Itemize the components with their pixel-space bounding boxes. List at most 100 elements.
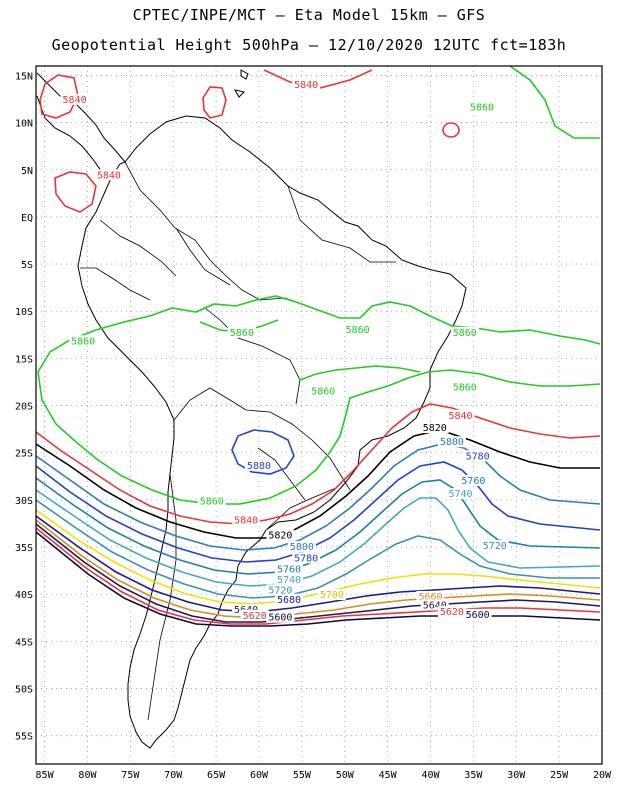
contour-label-5620: 5620 xyxy=(440,607,464,618)
contour-label-bg xyxy=(94,169,123,181)
chart-title: CPTEC/INPE/MCT – Eta Model 15km – GFS xyxy=(132,6,486,24)
contour-label-5640: 5640 xyxy=(423,600,447,611)
lat-tick-label: 25S xyxy=(15,449,33,460)
contour-label-5620: 5620 xyxy=(243,611,267,622)
contour-label-5800: 5800 xyxy=(440,437,464,448)
contour-5600 xyxy=(35,531,601,627)
contour-label-5760: 5760 xyxy=(461,476,485,487)
contour-label-5600: 5600 xyxy=(268,613,292,624)
contour-label-bg xyxy=(416,590,445,602)
contour-label-bg xyxy=(317,589,346,601)
lon-tick-label: 45W xyxy=(379,770,398,781)
lat-tick-label: 30S xyxy=(15,496,33,507)
contour-5860-main xyxy=(37,295,601,373)
lon-tick-label: 85W xyxy=(36,770,55,781)
contour-label-5680: 5680 xyxy=(277,595,301,606)
contour-label-5700: 5700 xyxy=(320,590,344,601)
contour-5760 xyxy=(35,477,601,575)
contour-label-5860: 5860 xyxy=(453,328,477,339)
central-america-coast xyxy=(36,72,126,163)
contour-label-5780: 5780 xyxy=(466,451,490,462)
contour-5840-small xyxy=(442,122,460,138)
contour-label-bg xyxy=(450,381,479,393)
south-america-coast xyxy=(77,115,467,749)
contour-label-5860: 5860 xyxy=(200,497,224,508)
contour-5860-inner2 xyxy=(299,365,421,381)
contour-label-5840: 5840 xyxy=(294,80,318,91)
lat-tick-label: 5N xyxy=(21,166,33,177)
lat-tick-label: 20S xyxy=(15,402,33,413)
contour-label-bg xyxy=(197,495,226,507)
caribbean-island-1 xyxy=(240,69,249,80)
country-borders xyxy=(80,161,396,721)
caribbean-island-2 xyxy=(234,89,245,98)
contour-label-5720: 5720 xyxy=(483,541,507,552)
lat-tick-label: 15N xyxy=(15,71,33,82)
contour-label-5860: 5860 xyxy=(311,386,335,397)
contour-label-bg xyxy=(467,101,496,113)
contour-label-5840: 5840 xyxy=(63,95,87,106)
contour-label-bg xyxy=(437,436,466,448)
contour-label-5740: 5740 xyxy=(448,489,472,500)
contour-label-5740: 5740 xyxy=(277,575,301,586)
lon-tick-label: 60W xyxy=(250,770,269,781)
map-frame xyxy=(35,65,603,765)
contour-5720 xyxy=(35,499,600,599)
contour-label-bg xyxy=(480,539,509,551)
contour-label-bg xyxy=(232,604,261,616)
contour-label-bg xyxy=(287,540,316,552)
lat-tick-label: 5S xyxy=(21,260,33,271)
contour-label-5860: 5860 xyxy=(470,102,494,113)
contour-label-bg xyxy=(446,488,475,500)
lat-tick-label: 10S xyxy=(15,307,33,318)
contour-label-5780: 5780 xyxy=(294,553,318,564)
contour-5840-south xyxy=(35,403,601,525)
lon-tick-label: 40W xyxy=(421,770,440,781)
contour-label-5840: 5840 xyxy=(234,516,258,527)
lon-tick-label: 65W xyxy=(207,770,226,781)
contour-label-bg xyxy=(240,609,269,621)
contour-label-bg xyxy=(266,529,295,541)
contour-label-bg xyxy=(292,552,321,564)
contour-label-bg xyxy=(446,409,475,421)
central-america-pacific xyxy=(36,95,111,181)
contour-label-5840: 5840 xyxy=(448,411,472,422)
lat-tick-label: 10N xyxy=(15,119,33,130)
contour-label-bg xyxy=(244,459,273,471)
lon-tick-label: 35W xyxy=(464,770,483,781)
contour-label-5820: 5820 xyxy=(268,531,292,542)
lon-tick-label: 80W xyxy=(78,770,97,781)
contour-label-bg xyxy=(274,593,303,605)
contour-label-5860: 5860 xyxy=(230,328,254,339)
contour-5780 xyxy=(35,461,601,563)
contour-label-bg xyxy=(463,608,492,620)
contour-5620 xyxy=(35,527,601,625)
contour-5860-south xyxy=(37,369,601,505)
contour-label-bg xyxy=(292,78,321,90)
contour-5840-w xyxy=(54,171,97,213)
axis-labels: 15N 10N 5N EQ 5S 10S 15S 20S 25S 30S 35S 40S 45S 50S 5… xyxy=(15,71,612,781)
contour-label-bg xyxy=(343,323,372,335)
contour-label-5660: 5660 xyxy=(418,592,442,603)
contour-label-bg xyxy=(232,514,261,526)
contour-label-bg xyxy=(450,326,479,338)
contour-label-bg xyxy=(309,385,338,397)
contour-label-bg xyxy=(227,326,256,338)
contour-5800 xyxy=(35,443,601,551)
contour-label-bg xyxy=(266,584,295,596)
contour-label-5840: 5840 xyxy=(97,170,121,181)
contour-label-5860: 5860 xyxy=(71,336,95,347)
contour-label-bg xyxy=(459,474,488,486)
contour-label-5820: 5820 xyxy=(423,423,447,434)
lat-tick-label: 50S xyxy=(15,685,33,696)
contour-lines xyxy=(35,65,601,627)
contour-label-5880: 5880 xyxy=(247,461,271,472)
contour-label-bg xyxy=(60,93,89,105)
contour-5840-ne xyxy=(202,86,227,119)
lon-tick-label: 70W xyxy=(164,770,183,781)
lat-tick-label: 45S xyxy=(15,637,33,648)
contour-5860-ne xyxy=(509,65,600,139)
contour-label-5760: 5760 xyxy=(277,565,301,576)
contour-label-bg xyxy=(266,611,295,623)
